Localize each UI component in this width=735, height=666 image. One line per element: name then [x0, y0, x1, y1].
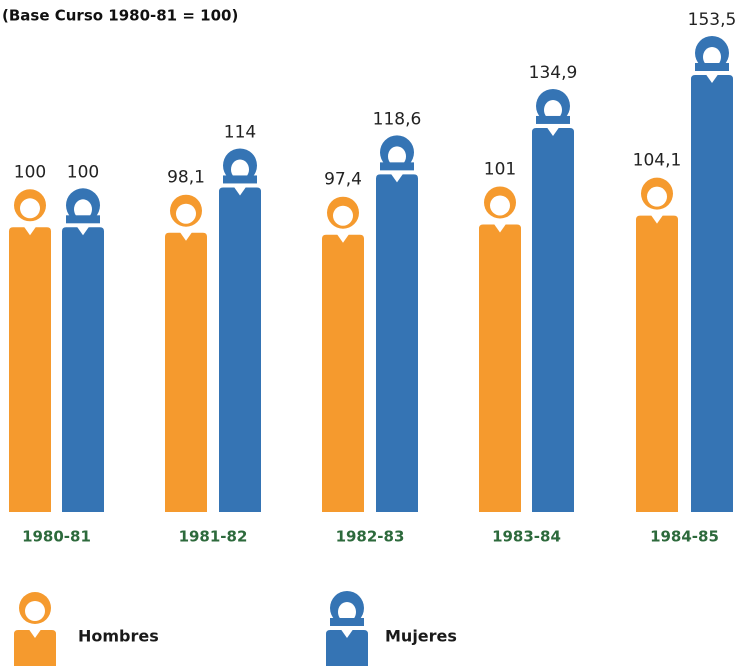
face	[20, 198, 40, 219]
value-label: 101	[484, 159, 516, 179]
x-tick-label: 1981-82	[179, 528, 248, 546]
face	[25, 601, 45, 621]
hair	[695, 63, 729, 71]
bar	[219, 187, 261, 513]
neck	[29, 629, 41, 638]
hair	[66, 215, 100, 224]
chart-subtitle: (Base Curso 1980-81 = 100)	[2, 7, 238, 25]
value-label: 114	[224, 122, 256, 142]
hair	[536, 115, 570, 124]
value-label: 104,1	[633, 151, 682, 171]
bar	[376, 174, 418, 513]
neck	[494, 223, 506, 233]
hair	[330, 618, 364, 626]
value-label: 153,5	[688, 10, 735, 30]
bar	[532, 127, 574, 512]
face	[333, 205, 353, 226]
face	[703, 47, 721, 67]
hair	[223, 175, 257, 184]
neck	[706, 74, 718, 83]
neck	[234, 186, 246, 196]
x-tick-label: 1984-85	[650, 528, 719, 546]
face	[231, 159, 249, 180]
bar	[9, 227, 51, 512]
value-label: 134,9	[529, 63, 578, 83]
face	[647, 186, 667, 207]
neck	[547, 127, 559, 136]
value-label: 100	[14, 162, 46, 182]
bar	[322, 234, 364, 512]
value-label: 100	[67, 162, 99, 182]
neck	[651, 215, 663, 224]
x-tick-label: 1983-84	[492, 528, 561, 546]
neck	[77, 226, 89, 236]
value-label: 98,1	[167, 168, 205, 188]
x-tick-label: 1982-83	[336, 528, 405, 546]
bar	[691, 75, 733, 512]
x-tick-label: 1980-81	[22, 528, 91, 546]
neck	[180, 232, 192, 241]
legend-label: Hombres	[78, 627, 159, 646]
neck	[24, 226, 36, 236]
face	[338, 602, 356, 622]
neck	[341, 629, 353, 638]
neck	[391, 173, 403, 183]
value-label: 97,4	[324, 170, 362, 190]
face	[490, 195, 510, 216]
bar	[326, 630, 368, 666]
bar	[165, 232, 207, 512]
face	[176, 203, 196, 224]
hair	[380, 162, 414, 171]
bar	[14, 630, 56, 666]
value-label: 118,6	[373, 109, 422, 129]
face	[388, 146, 406, 167]
bar	[479, 224, 521, 513]
neck	[337, 234, 349, 243]
bar	[62, 227, 104, 512]
face	[74, 199, 92, 220]
legend-label: Mujeres	[385, 627, 457, 646]
bar	[636, 215, 678, 512]
face	[544, 99, 562, 120]
